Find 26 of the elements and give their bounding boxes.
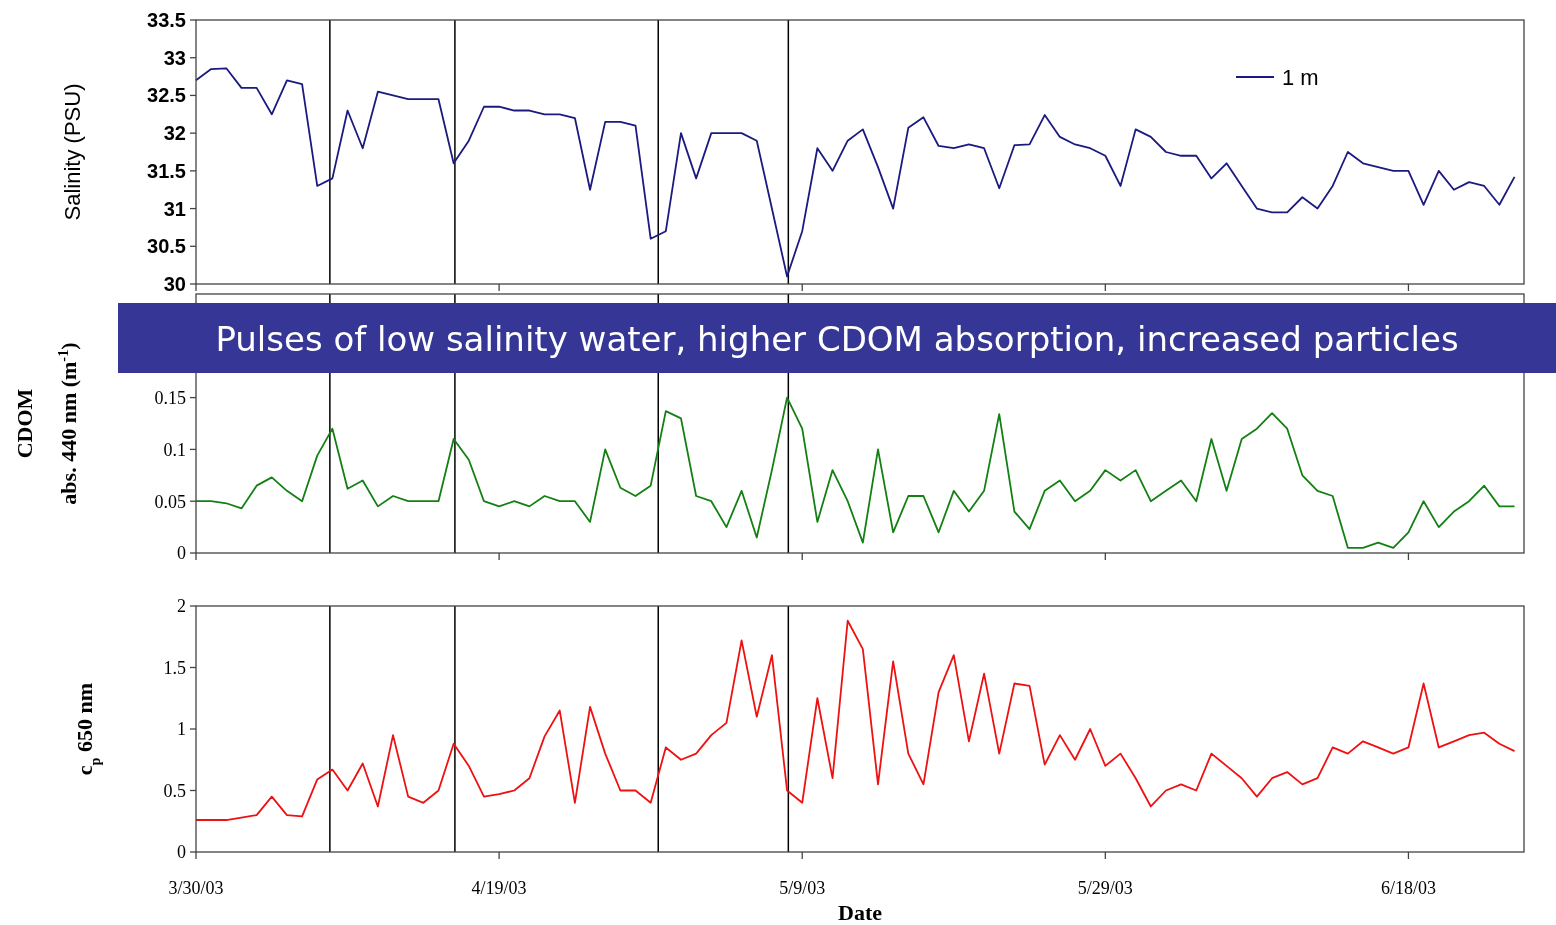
y-tick-label: 33.5 bbox=[147, 9, 186, 31]
y-tick-label: 2 bbox=[177, 596, 186, 617]
y-tick-label: 0.15 bbox=[154, 387, 186, 408]
y-tick-label: 32.5 bbox=[147, 84, 186, 107]
y-tick-label: 31 bbox=[163, 197, 186, 220]
y-tick-label: 32 bbox=[163, 122, 186, 145]
annotation: Pulses of low salinity water, higher CDOM absorption, increased particles bbox=[215, 318, 1459, 359]
y-tick-label: 0.05 bbox=[154, 491, 186, 512]
y-tick-label: 33 bbox=[163, 46, 186, 69]
y-tick-label: 1.5 bbox=[163, 657, 186, 678]
x-tick-label: 6/18/03 bbox=[1380, 878, 1436, 898]
y-axis-title: Salinity (PSU) bbox=[60, 83, 85, 221]
y-tick-label: 0 bbox=[177, 543, 186, 564]
x-tick-label: 5/29/03 bbox=[1077, 878, 1133, 898]
y-tick-label: 30 bbox=[163, 273, 186, 295]
y-tick-label: 0 bbox=[177, 842, 186, 863]
y-tick-label: 0.1 bbox=[163, 439, 186, 460]
y-tick-label: 31.5 bbox=[147, 159, 186, 182]
y-tick-label: 1 bbox=[177, 719, 186, 740]
x-tick-label: 5/9/03 bbox=[779, 878, 826, 898]
x-axis-title: Date bbox=[838, 900, 883, 925]
x-tick-label: 4/19/03 bbox=[471, 878, 527, 898]
x-tick-label: 3/30/03 bbox=[168, 878, 224, 898]
legend-label: 1 m bbox=[1282, 64, 1319, 90]
y-tick-label: 30.5 bbox=[147, 235, 186, 258]
y-tick-label: 0.5 bbox=[163, 780, 186, 801]
